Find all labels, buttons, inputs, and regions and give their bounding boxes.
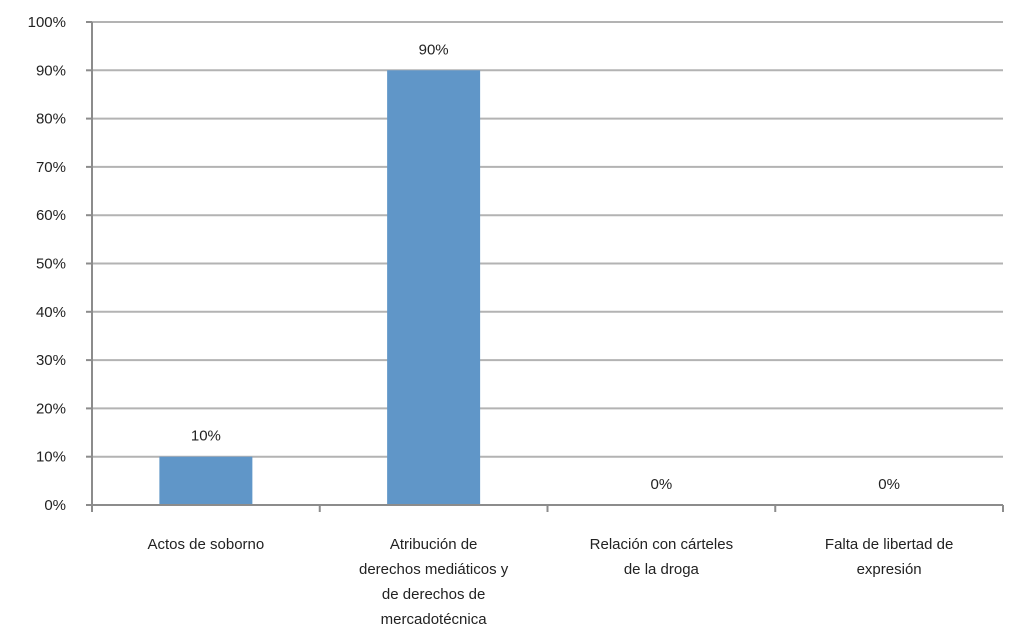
data-label: 10% [191, 428, 221, 445]
data-label: 0% [878, 476, 900, 493]
category-label: Falta de libertad de expresión [825, 536, 953, 578]
category-label: Relación con cárteles de la droga [590, 536, 733, 578]
bar [387, 70, 481, 506]
bars [159, 70, 481, 506]
category-label-line: mercadotécnica [381, 611, 488, 628]
x-axis [91, 504, 1004, 512]
y-tick-label: 80% [36, 111, 66, 128]
y-axis: 0% 10% 20% 30% 40% 50% 60% 70% 80% 90% 100% [28, 14, 93, 514]
category-label-line: de la droga [624, 561, 700, 578]
y-tick-label: 100% [28, 14, 66, 31]
category-label-line: expresión [857, 561, 922, 578]
gridlines [92, 21, 1003, 458]
category-label: Actos de soborno [148, 536, 265, 553]
y-tick-label: 10% [36, 449, 66, 466]
category-label-line: derechos mediáticos y [359, 561, 509, 578]
data-label: 0% [651, 476, 673, 493]
category-label-line: de derechos de [382, 586, 485, 603]
y-tick-label: 20% [36, 400, 66, 417]
bar [159, 456, 253, 505]
category-label-line: Falta de libertad de [825, 536, 953, 553]
category-label: Atribución de derechos mediáticos y de der… [359, 536, 509, 628]
y-tick-label: 50% [36, 256, 66, 273]
data-labels: 10% 90% 0% 0% [191, 41, 900, 493]
y-tick-label: 60% [36, 207, 66, 224]
y-tick-label: 0% [44, 497, 66, 514]
category-label-line: Relación con cárteles [590, 536, 733, 553]
category-labels: Actos de soborno Atribución de derechos me… [148, 536, 954, 628]
y-tick-label: 70% [36, 159, 66, 176]
y-tick-label: 90% [36, 62, 66, 79]
category-label-line: Atribución de [390, 536, 478, 553]
y-tick-label: 30% [36, 352, 66, 369]
category-label-line: Actos de soborno [148, 536, 265, 553]
data-label: 90% [419, 41, 449, 58]
y-tick-label: 40% [36, 304, 66, 321]
